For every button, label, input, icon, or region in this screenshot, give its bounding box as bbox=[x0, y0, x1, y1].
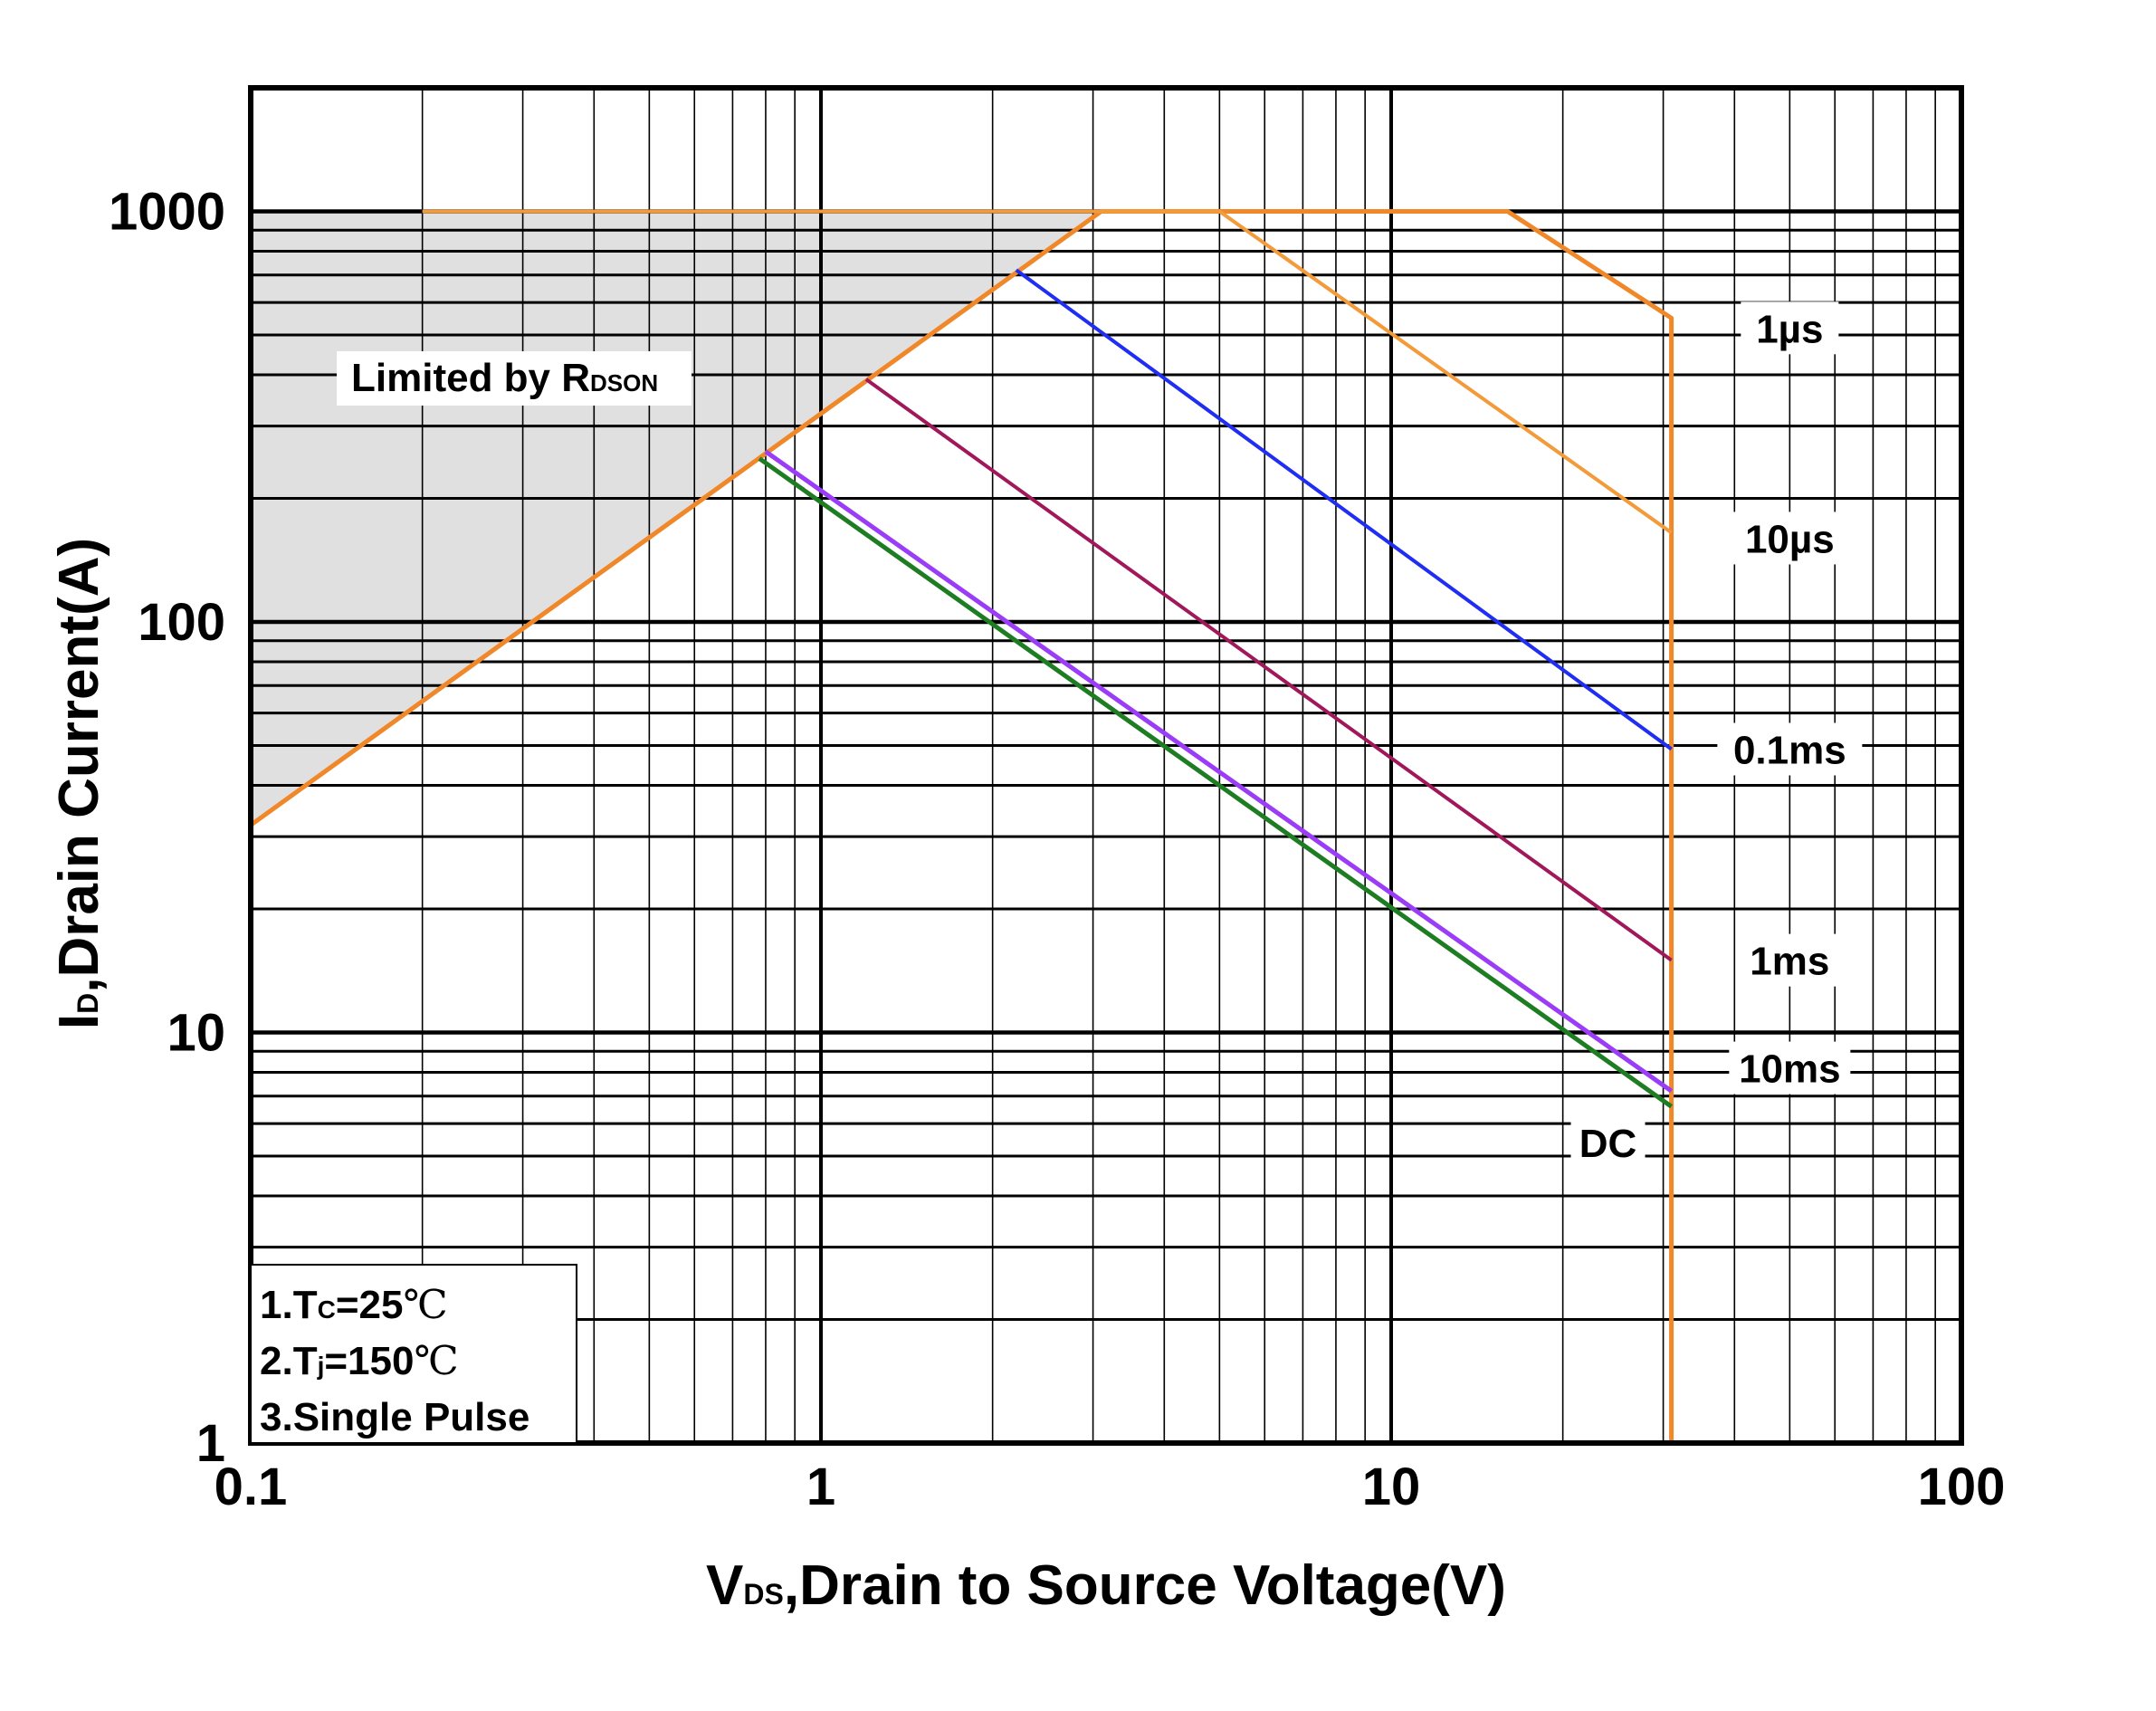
series-label-bg bbox=[1741, 301, 1839, 355]
x-tick-label: 100 bbox=[1918, 1458, 2006, 1516]
y-tick-label: 1000 bbox=[109, 183, 225, 242]
y-tick-label: 100 bbox=[138, 593, 225, 652]
series-label-bg bbox=[1729, 511, 1851, 565]
rdson-annotation-main: Limited by R bbox=[351, 356, 590, 400]
series-label: 1ms bbox=[1750, 940, 1829, 984]
conditions-box: 1.TC=25℃ 2.Tj=150℃ 3.Single Pulse bbox=[250, 1264, 577, 1444]
series-label-bg bbox=[1741, 933, 1839, 987]
conditions-box-bg bbox=[250, 1264, 577, 1444]
series-label-bg bbox=[1570, 1115, 1646, 1169]
y-axis-title: ID,Drain Current(A) bbox=[48, 538, 110, 1029]
series-label: DC bbox=[1579, 1122, 1637, 1166]
condition-case-temp: 1.TC=25℃ bbox=[260, 1282, 448, 1328]
y-tick-label: 1 bbox=[196, 1414, 225, 1473]
condition-single-pulse: 3.Single Pulse bbox=[260, 1395, 529, 1439]
rdson-annotation-text: Limited by RDSON bbox=[351, 356, 658, 400]
series-label-bg bbox=[1717, 722, 1863, 776]
series-line-10s bbox=[422, 209, 1673, 535]
y-tick-labels: 1 10 100 1000 bbox=[109, 183, 225, 1473]
series-line-01ms bbox=[1015, 268, 1673, 751]
x-tick-label: 0.1 bbox=[215, 1458, 288, 1516]
series-label: 10µs bbox=[1745, 517, 1835, 561]
series-line-1s bbox=[249, 209, 1674, 1443]
series-line-10ms bbox=[764, 449, 1674, 1094]
y-tick-label: 10 bbox=[167, 1004, 225, 1063]
x-tick-label: 10 bbox=[1362, 1458, 1421, 1516]
series-line-1ms bbox=[864, 378, 1673, 962]
series-label: 1µs bbox=[1756, 307, 1823, 351]
series-label: 0.1ms bbox=[1733, 729, 1846, 773]
condition-junction-temp: 2.Tj=150℃ bbox=[260, 1338, 459, 1384]
series-label-bg bbox=[1729, 1041, 1851, 1094]
x-axis-title: VDS,Drain to Source Voltage(V) bbox=[706, 1554, 1506, 1617]
rdson-annotation-sub: DSON bbox=[590, 369, 658, 397]
plot-frame bbox=[248, 85, 1964, 1446]
rdson-annotation-bg bbox=[337, 351, 692, 406]
x-tick-labels: 0.1 1 10 100 bbox=[215, 1458, 2006, 1516]
series-line-dc bbox=[758, 456, 1674, 1109]
x-tick-label: 1 bbox=[806, 1458, 835, 1516]
rdson-annotation: Limited by RDSON bbox=[337, 351, 692, 406]
series-lines bbox=[249, 209, 1674, 1443]
series-labels: 1µs 10µs 0.1ms 1ms 10ms DC bbox=[1570, 301, 1863, 1169]
series-label: 10ms bbox=[1739, 1047, 1841, 1092]
